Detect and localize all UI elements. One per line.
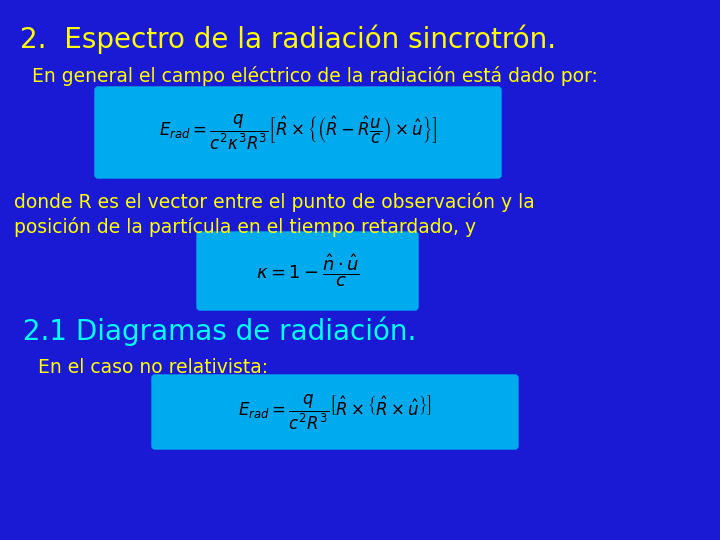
Text: $\kappa = 1 - \dfrac{\hat{n}\cdot\hat{u}}{c}$: $\kappa = 1 - \dfrac{\hat{n}\cdot\hat{u}… (256, 253, 359, 289)
Text: 2.  Espectro de la radiación sincrotrón.: 2. Espectro de la radiación sincrotrón. (20, 25, 556, 55)
FancyBboxPatch shape (152, 375, 518, 449)
Text: 2.1 Diagramas de radiación.: 2.1 Diagramas de radiación. (14, 317, 416, 347)
FancyBboxPatch shape (95, 87, 501, 178)
Text: donde R es el vector entre el punto de observación y la: donde R es el vector entre el punto de o… (14, 192, 535, 212)
Text: $E_{rad} = \dfrac{q}{c^2 R^3}\left[\hat{R}\times\left\{\hat{R}\times\hat{u}\righ: $E_{rad} = \dfrac{q}{c^2 R^3}\left[\hat{… (238, 393, 432, 431)
Text: En el caso no relativista:: En el caso no relativista: (20, 358, 268, 377)
Text: posición de la partícula en el tiempo retardado, y: posición de la partícula en el tiempo re… (14, 217, 476, 237)
FancyBboxPatch shape (197, 232, 418, 310)
Text: $E_{rad} = \dfrac{q}{c^2\kappa^3 R^3}\left[\hat{R}\times\left\{\left(\hat{R}-\ha: $E_{rad} = \dfrac{q}{c^2\kappa^3 R^3}\le… (158, 113, 437, 152)
Text: En general el campo eléctrico de la radiación está dado por:: En general el campo eléctrico de la radi… (20, 66, 598, 86)
